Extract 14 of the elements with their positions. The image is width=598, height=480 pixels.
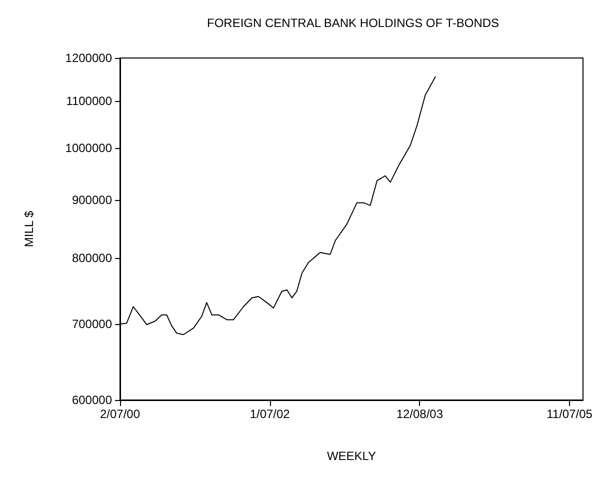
y-tick-label: 1100000 <box>66 94 112 108</box>
x-tick-label: 1/07/02 <box>250 407 290 421</box>
y-tick-label: 700000 <box>72 316 112 331</box>
chart-title: FOREIGN CENTRAL BANK HOLDINGS OF T-BONDS <box>206 16 500 30</box>
y-tick-label: 800000 <box>72 251 112 266</box>
y-tick-label: 1200000 <box>65 51 112 65</box>
y-tick-label: 1000000 <box>65 140 112 155</box>
x-tick-label: 12/08/03 <box>396 407 444 421</box>
x-tick-label: 11/07/05 <box>546 407 593 421</box>
y-tick-label: 600000 <box>72 393 112 407</box>
x-tick-label: 2/07/00 <box>100 407 140 421</box>
y-axis-title: MILL $ <box>22 210 36 248</box>
y-tick-label: 900000 <box>72 192 112 207</box>
x-axis-title: WEEKLY <box>326 449 376 463</box>
